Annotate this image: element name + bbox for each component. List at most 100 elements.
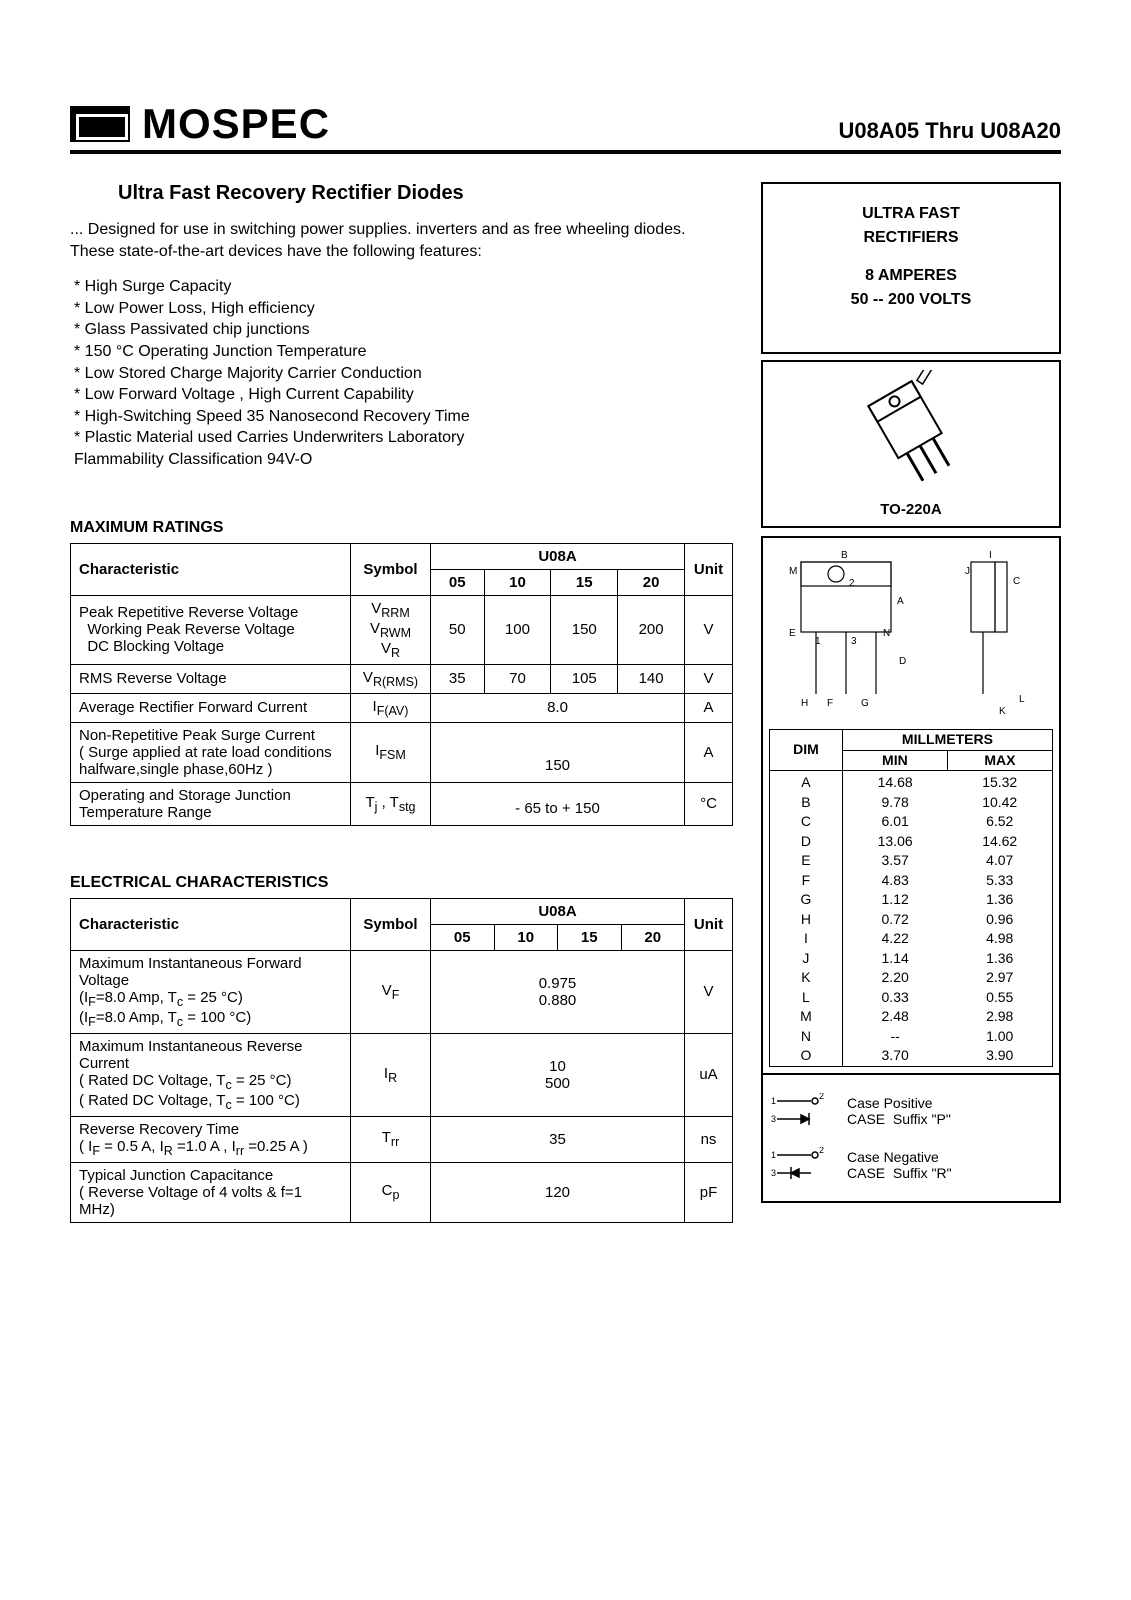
col-group: U08A [431,543,685,569]
cell-unit: uA [685,1033,733,1116]
dim-letter: D [770,832,843,852]
cell-unit: ns [685,1116,733,1162]
dim-max-val: 1.36 [947,890,1052,910]
case-text2: CASE [847,1165,885,1181]
dim-max-val: 0.96 [947,910,1052,930]
cell-value: 50 [431,595,485,664]
dim-letter: F [770,871,843,891]
col-sub: 20 [618,569,685,595]
svg-text:L: L [1019,694,1025,705]
dim-letter: I [770,929,843,949]
feature-item: Flammability Classification 94V-O [74,449,733,471]
package-label: TO-220A [771,501,1051,518]
dim-letter: C [770,812,843,832]
svg-text:3: 3 [771,1114,776,1124]
package-icon [841,370,981,490]
cell-characteristic: Operating and Storage JunctionTemperatur… [71,782,351,825]
cell-value: 150 [431,722,685,782]
page-title: Ultra Fast Recovery Rectifier Diodes [118,182,733,205]
svg-text:1: 1 [771,1150,776,1160]
cell-value: - 65 to + 150 [431,782,685,825]
cell-unit: A [685,693,733,722]
dim-letter: K [770,968,843,988]
cell-characteristic: Maximum Instantaneous Reverse Current( R… [71,1033,351,1116]
case-positive-suffix: Suffix "P" [893,1111,951,1127]
svg-text:H: H [801,698,808,709]
outline-box: 1 2 3 B M E A N D H F G [761,536,1061,1075]
summary-line2: RECTIFIERS [773,226,1049,250]
cell-symbol: VF [351,950,431,1033]
dim-min-val: 0.72 [842,910,947,930]
case-negative-label: Case Negative [847,1149,952,1165]
summary-line3: 8 AMPERES [773,264,1049,288]
svg-text:2: 2 [819,1147,824,1155]
section-electrical: ELECTRICAL CHARACTERISTICS [70,874,733,892]
dim-col: DIM [770,730,843,771]
svg-text:N: N [883,628,890,639]
svg-text:K: K [999,706,1006,717]
dim-max: MAX [947,750,1052,771]
dim-max-val: 4.07 [947,851,1052,871]
svg-text:G: G [861,698,869,709]
dim-max-val: 1.36 [947,949,1052,969]
cell-characteristic: RMS Reverse Voltage [71,664,351,693]
cell-unit: A [685,722,733,782]
col-group: U08A [431,898,685,924]
dim-min-val: 1.12 [842,890,947,910]
svg-text:A: A [897,596,904,607]
dim-min-val: 3.57 [842,851,947,871]
dim-letter: H [770,910,843,930]
dim-min-val: 9.78 [842,793,947,813]
cell-characteristic: Non-Repetitive Peak Surge Current( Surge… [71,722,351,782]
cell-value: 0.9750.880 [431,950,685,1033]
dim-min-val: 0.33 [842,988,947,1008]
col-symbol: Symbol [351,543,431,595]
max-ratings-table: CharacteristicSymbolU08AUnit05101520Peak… [70,543,733,826]
dim-min-val: 3.70 [842,1046,947,1066]
dim-max-val: 6.52 [947,812,1052,832]
dim-max-val: 2.98 [947,1007,1052,1027]
section-max-ratings: MAXIMUM RATINGS [70,519,733,537]
svg-text:I: I [989,550,992,561]
cell-symbol: Trr [351,1116,431,1162]
svg-text:1: 1 [815,636,821,647]
cell-value: 35 [431,664,485,693]
svg-text:C: C [1013,576,1020,587]
brand-name: MOSPEC [142,100,330,148]
dim-max-val: 4.98 [947,929,1052,949]
dim-max-val: 3.90 [947,1046,1052,1066]
case-positive-label: Case Positive [847,1095,951,1111]
cell-unit: pF [685,1162,733,1222]
col-sub: 05 [431,924,495,950]
feature-item: * Plastic Material used Carries Underwri… [74,427,733,449]
cell-value: 8.0 [431,693,685,722]
dim-max-val: 10.42 [947,793,1052,813]
cell-value: 10500 [431,1033,685,1116]
package-box: TO-220A [761,360,1061,528]
col-characteristic: Characteristic [71,898,351,950]
col-sub: 15 [551,569,618,595]
cell-characteristic: Reverse Recovery Time( IF = 0.5 A, IR =1… [71,1116,351,1162]
dim-min-val: 2.48 [842,1007,947,1027]
feature-item: * High Surge Capacity [74,276,733,298]
electrical-table: CharacteristicSymbolU08AUnit05101520Maxi… [70,898,733,1223]
cell-characteristic: Maximum Instantaneous Forward Voltage(IF… [71,950,351,1033]
header: MOSPEC U08A05 Thru U08A20 [70,100,1061,154]
dim-letter: L [770,988,843,1008]
cell-symbol: Cp [351,1162,431,1222]
feature-item: * Low Stored Charge Majority Carrier Con… [74,363,733,385]
summary-line1: ULTRA FAST [773,202,1049,226]
cell-value: 150 [551,595,618,664]
feature-item: * Low Forward Voltage , High Current Cap… [74,384,733,406]
dim-unit-header: MILLMETERS [842,730,1052,751]
dim-min-val: -- [842,1027,947,1047]
dim-letter: N [770,1027,843,1047]
dim-letter: E [770,851,843,871]
feature-list: * High Surge Capacity* Low Power Loss, H… [70,276,733,470]
cell-value: 120 [431,1162,685,1222]
case-negative-suffix: Suffix "R" [893,1165,952,1181]
dim-letter: J [770,949,843,969]
col-unit: Unit [685,898,733,950]
svg-text:F: F [827,698,833,709]
col-sub: 05 [431,569,485,595]
